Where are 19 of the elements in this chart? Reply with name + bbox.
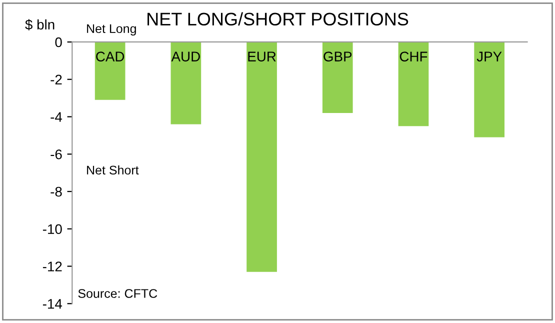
y-tick-label: -6: [50, 149, 62, 160]
x-tick-label: JPY: [476, 52, 502, 62]
chart-title: NET LONG/SHORT POSITIONS: [148, 12, 408, 26]
x-tick-label: EUR: [248, 52, 276, 62]
x-tick-label: CAD: [96, 52, 124, 62]
y-tick-label: 0: [55, 37, 62, 48]
y-tick-label: -14: [42, 299, 62, 309]
y-tick-label: -12: [42, 262, 62, 272]
text: Net Long: [87, 24, 136, 36]
y-tick-label: -2: [50, 74, 62, 84]
y-tick-label: -10: [42, 224, 62, 234]
annotation: Net Short: [87, 165, 139, 175]
x-tick-label: CHF: [400, 52, 428, 62]
annotation: Source: CFTC: [78, 289, 158, 298]
y-tick-label: -4: [50, 112, 62, 122]
y-axis-title: $ bln: [25, 19, 54, 30]
x-tick-label: GBP: [324, 52, 352, 62]
x-tick-label: AUD: [171, 52, 200, 62]
y-tick-label: -8: [50, 186, 62, 197]
